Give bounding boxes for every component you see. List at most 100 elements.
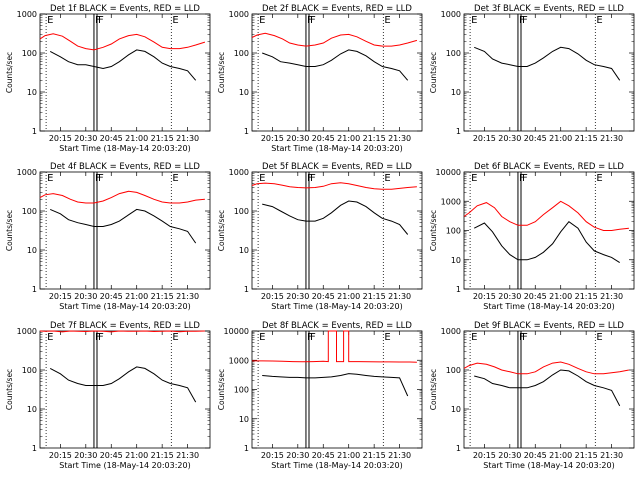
series-line-red bbox=[463, 361, 629, 375]
y-tick-label: 1 bbox=[244, 127, 249, 136]
marker-label: F bbox=[519, 332, 525, 343]
y-tick-label: 10 bbox=[27, 88, 37, 97]
x-tick-label: 20:30 bbox=[286, 451, 309, 460]
x-tick-label: 20:15 bbox=[473, 134, 496, 143]
marker-label: E bbox=[384, 173, 390, 184]
y-tick-label: 100 bbox=[22, 366, 37, 375]
x-tick-label: 20:45 bbox=[524, 134, 547, 143]
y-tick-label: 1000 bbox=[229, 168, 249, 177]
panel-2: Det 2f BLACK = Events, RED = LLD 1 10 100 10… bbox=[217, 4, 423, 153]
panel-title: Det 2f BLACK = Events, RED = LLD bbox=[262, 4, 412, 14]
y-tick-label: 100 bbox=[234, 207, 249, 216]
x-tick-label: 20:15 bbox=[49, 451, 72, 460]
x-tick-label: 21:15 bbox=[575, 134, 598, 143]
series-line-black bbox=[474, 46, 621, 81]
panel-title: Det 4f BLACK = Events, RED = LLD bbox=[50, 162, 200, 172]
x-tick-label: 21:15 bbox=[363, 292, 386, 301]
x-tick-label: 20:45 bbox=[312, 292, 335, 301]
x-tick-label: 21:15 bbox=[363, 451, 386, 460]
marker-label: F bbox=[310, 15, 316, 26]
panel-title: Det 1f BLACK = Events, RED = LLD bbox=[50, 4, 200, 14]
y-tick-label: 10 bbox=[451, 256, 461, 265]
x-tick-label: 21:15 bbox=[575, 451, 598, 460]
x-axis-label: Start Time (18-May-14 20:03:20) bbox=[271, 461, 402, 470]
marker-label: E bbox=[596, 15, 602, 26]
x-tick-label: 21:15 bbox=[151, 292, 174, 301]
y-axis-label: Counts/sec bbox=[5, 210, 14, 251]
series-line-black bbox=[262, 49, 409, 81]
panel-title: Det 8f BLACK = Events, RED = LLD bbox=[262, 321, 412, 331]
y-tick-label: 1000 bbox=[229, 356, 249, 365]
x-tick-label: 20:45 bbox=[312, 134, 335, 143]
marker-label: E bbox=[47, 332, 53, 343]
series-line-black bbox=[262, 200, 409, 235]
y-tick-label: 10000 bbox=[224, 327, 249, 336]
x-tick-label: 21:15 bbox=[363, 134, 386, 143]
marker-label: F bbox=[95, 332, 101, 343]
marker-label: F bbox=[519, 15, 525, 26]
x-tick-label: 20:30 bbox=[74, 134, 97, 143]
y-tick-label: 1 bbox=[32, 444, 37, 453]
x-tick-label: 21:00 bbox=[125, 134, 148, 143]
marker-label: F bbox=[98, 332, 104, 343]
marker-label: F bbox=[307, 173, 313, 184]
marker-label: E bbox=[172, 173, 178, 184]
y-tick-label: 1 bbox=[456, 127, 461, 136]
series-line-red bbox=[251, 182, 417, 190]
marker-label: E bbox=[47, 15, 53, 26]
series-line-red bbox=[39, 33, 206, 51]
y-axis-label: Counts/sec bbox=[5, 52, 14, 93]
panel-title: Det 7f BLACK = Events, RED = LLD bbox=[50, 321, 200, 331]
series-line-black bbox=[473, 221, 620, 264]
y-tick-label: 1000 bbox=[441, 327, 461, 336]
x-tick-label: 21:00 bbox=[125, 292, 148, 301]
x-tick-label: 21:30 bbox=[176, 451, 199, 460]
plot-frame bbox=[39, 171, 211, 290]
marker-label: F bbox=[95, 15, 101, 26]
y-tick-label: 1000 bbox=[17, 327, 37, 336]
y-tick-label: 1000 bbox=[17, 168, 37, 177]
series-line-red bbox=[39, 330, 205, 333]
y-tick-label: 10000 bbox=[436, 168, 461, 177]
y-tick-label: 1 bbox=[32, 285, 37, 294]
panel-title: Det 6f BLACK = Events, RED = LLD bbox=[474, 162, 624, 172]
panel-title: Det 5f BLACK = Events, RED = LLD bbox=[262, 162, 412, 172]
marker-label: F bbox=[310, 332, 316, 343]
y-tick-label: 1 bbox=[456, 285, 461, 294]
plot-frame bbox=[463, 13, 635, 132]
x-tick-label: 21:30 bbox=[176, 292, 199, 301]
x-tick-label: 20:15 bbox=[261, 451, 284, 460]
x-axis-label: Start Time (18-May-14 20:03:20) bbox=[483, 461, 614, 470]
y-axis-label: Counts/sec bbox=[217, 369, 226, 410]
marker-label: F bbox=[307, 15, 313, 26]
y-tick-label: 1 bbox=[32, 127, 37, 136]
plot-frame bbox=[39, 13, 211, 132]
marker-label: F bbox=[522, 15, 528, 26]
marker-label: E bbox=[596, 173, 602, 184]
y-tick-label: 10 bbox=[239, 88, 249, 97]
y-axis-label: Counts/sec bbox=[429, 369, 438, 410]
y-tick-label: 1000 bbox=[441, 197, 461, 206]
plot-frame bbox=[251, 13, 423, 132]
series-line-red bbox=[463, 200, 629, 231]
y-axis-label: Counts/sec bbox=[429, 210, 438, 251]
marker-label: E bbox=[259, 15, 265, 26]
series-line-black bbox=[262, 373, 409, 397]
x-tick-label: 21:00 bbox=[549, 134, 572, 143]
x-tick-label: 21:30 bbox=[388, 292, 411, 301]
y-tick-label: 100 bbox=[22, 207, 37, 216]
x-tick-label: 20:15 bbox=[49, 292, 72, 301]
x-tick-label: 20:15 bbox=[49, 134, 72, 143]
y-tick-label: 10 bbox=[451, 88, 461, 97]
y-axis-label: Counts/sec bbox=[5, 369, 14, 410]
marker-label: F bbox=[522, 173, 528, 184]
y-tick-label: 10 bbox=[27, 405, 37, 414]
y-tick-label: 10 bbox=[27, 246, 37, 255]
x-tick-label: 20:45 bbox=[524, 451, 547, 460]
marker-label: E bbox=[259, 173, 265, 184]
x-tick-label: 20:30 bbox=[74, 292, 97, 301]
x-tick-label: 20:15 bbox=[473, 292, 496, 301]
marker-label: E bbox=[384, 15, 390, 26]
y-tick-label: 1 bbox=[456, 444, 461, 453]
